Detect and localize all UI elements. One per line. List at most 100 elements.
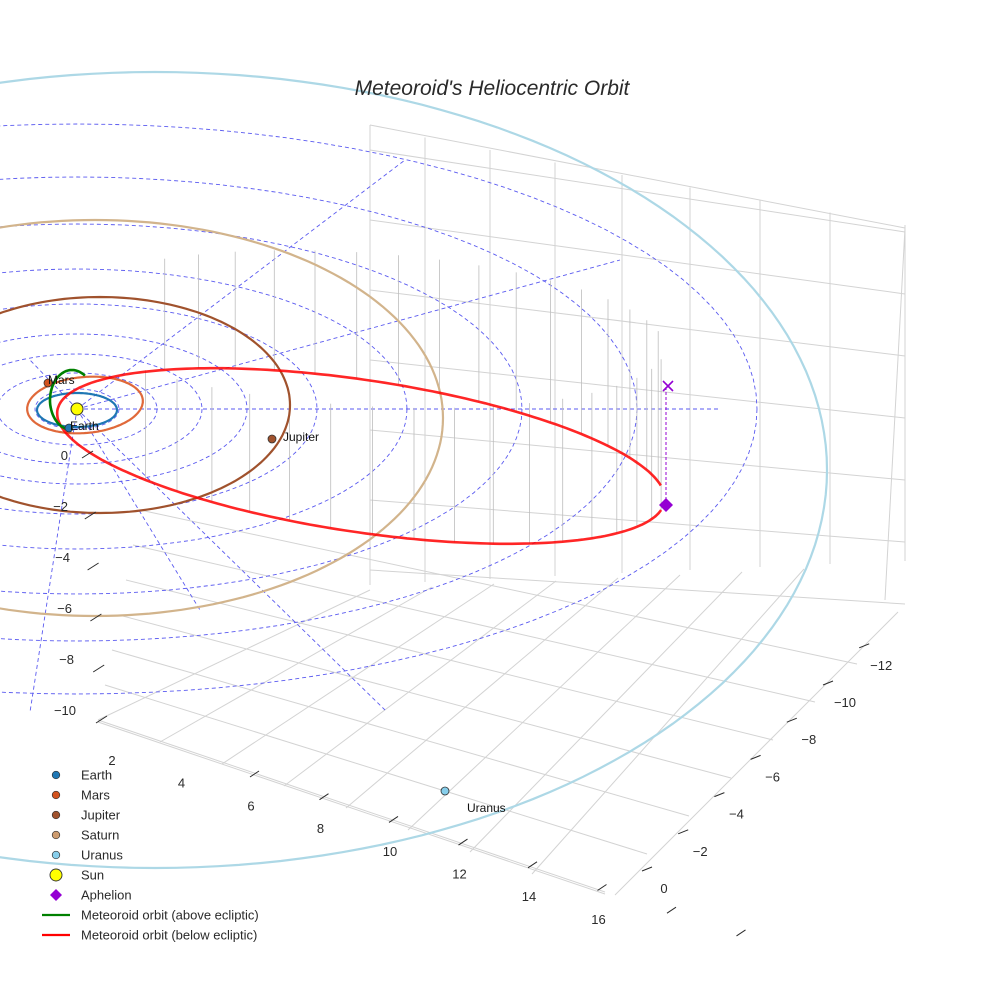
y-tick-mark (786, 717, 797, 723)
label-uranus: Uranus (467, 801, 506, 815)
z-tick-label: −4 (55, 550, 70, 565)
legend-item-meteoroid-orbit-below-ecliptic-[interactable]: Meteoroid orbit (below ecliptic) (42, 928, 257, 943)
grid-line-horizontal (369, 149, 906, 233)
polar-ring (0, 268, 408, 550)
y-tick-label: 0 (660, 881, 667, 896)
y-tick-label: −4 (729, 807, 744, 822)
polar-ring (0, 176, 638, 642)
axis-ticks: 2 4 6 8 10 12 14 16 0 −2 −4 −6 −8 −10 −12 0 −2 −4 −6 −8 −10 (53, 448, 892, 937)
legend-item-meteoroid-orbit-above-ecliptic-[interactable]: Meteoroid orbit (above ecliptic) (42, 908, 259, 923)
legend-label: Aphelion (81, 888, 132, 903)
legend-item-aphelion[interactable]: Aphelion (50, 888, 132, 903)
y-tick-label: −8 (801, 732, 816, 747)
z-tick-mark (81, 450, 94, 459)
drop-lines (145, 250, 662, 544)
floor-grid-line (531, 568, 805, 875)
x-tick-mark (458, 838, 468, 846)
legend-item-sun[interactable]: Sun (49, 868, 104, 883)
x-tick-mark (666, 906, 677, 914)
legend-label: Meteoroid orbit (above ecliptic) (81, 908, 259, 923)
aphelion-projection-marker (662, 380, 674, 392)
x-tick-label: 2 (108, 753, 115, 768)
polar-ring (34, 388, 120, 430)
legend-item-mars[interactable]: Mars (51, 788, 110, 803)
right-edge (884, 227, 906, 601)
point-earth (64, 423, 74, 433)
floor-grid-line (97, 719, 606, 893)
x-tick-label: 14 (522, 889, 536, 904)
meteoroid-orbit-above (48, 368, 86, 431)
y-tick-mark (859, 643, 870, 649)
point-sun (70, 402, 84, 416)
legend-label: Earth (81, 768, 112, 783)
polar-grid (0, 123, 758, 713)
polar-ring (0, 333, 248, 485)
y-tick-mark (822, 680, 834, 686)
x-tick-mark (319, 793, 329, 801)
legend-label: Saturn (81, 828, 119, 843)
orbit-earth (35, 391, 119, 429)
orbit-saturn (0, 218, 445, 618)
polar-ring (0, 223, 523, 595)
grid-line-horizontal (369, 569, 906, 605)
polar-ring (0, 372, 158, 446)
legend-symbol (51, 850, 61, 860)
floor-grid-line (132, 544, 816, 703)
floor-grid-line (469, 571, 743, 853)
legend-item-uranus[interactable]: Uranus (51, 848, 123, 863)
legend-item-saturn[interactable]: Saturn (51, 828, 119, 843)
grid-line-horizontal (369, 359, 906, 419)
legend-label: Meteoroid orbit (below ecliptic) (81, 928, 257, 943)
box-grid (97, 124, 906, 896)
legend-item-earth[interactable]: Earth (51, 768, 112, 783)
z-tick-mark (95, 715, 108, 724)
grid-line-horizontal (369, 499, 906, 543)
floor-grid-line (345, 577, 619, 809)
x-tick-label: 12 (452, 867, 466, 882)
x-tick-label: 6 (247, 798, 254, 813)
polar-spoke (76, 259, 621, 410)
top-edge (369, 124, 906, 229)
y-tick-mark (678, 829, 689, 835)
meteoroid-orbit-below (55, 366, 663, 546)
legend-symbol (51, 810, 61, 820)
polar-spoke (76, 159, 406, 410)
floor-grid-line (139, 509, 858, 665)
grid-line-horizontal (369, 429, 906, 481)
y-tick-mark (714, 792, 725, 798)
chart-title: Meteoroid's Heliocentric Orbit (355, 77, 631, 100)
legend-item-jupiter[interactable]: Jupiter (51, 808, 121, 823)
x-tick-mark (736, 929, 746, 937)
x-tick-label: 8 (317, 821, 324, 836)
floor-edge (614, 611, 899, 896)
legend[interactable]: Earth Mars Jupiter Saturn Uranus Sun Aphelion M… (42, 768, 259, 943)
x-tick-mark (597, 884, 607, 891)
polar-spoke (29, 359, 78, 410)
floor-grid-line (407, 574, 681, 831)
floor-edge (97, 721, 606, 895)
floor-grid-line (111, 649, 690, 817)
legend-symbol (50, 889, 62, 901)
y-tick-label: −6 (765, 769, 780, 784)
orbit-jupiter (0, 295, 292, 515)
x-tick-label: 16 (591, 912, 605, 927)
x-tick-label: 10 (383, 844, 397, 859)
z-tick-label: −8 (59, 652, 74, 667)
legend-symbol (51, 770, 61, 780)
polar-spoke (76, 408, 201, 611)
label-mars: Mars (48, 373, 75, 387)
z-tick-mark (87, 562, 99, 571)
legend-label: Jupiter (81, 808, 121, 823)
y-tick-label: −12 (870, 658, 892, 673)
polar-spoke (29, 408, 78, 713)
floor-grid-line (97, 589, 371, 721)
z-tick-label: −10 (54, 703, 76, 718)
z-tick-mark (92, 664, 105, 673)
z-tick-label: −2 (53, 499, 68, 514)
floor-grid-line (159, 586, 433, 743)
y-tick-label: −2 (693, 844, 708, 859)
x-tick-mark (249, 770, 260, 778)
x-tick-mark (527, 861, 538, 869)
point-mars (43, 378, 53, 388)
y-tick-label: −10 (834, 695, 856, 710)
